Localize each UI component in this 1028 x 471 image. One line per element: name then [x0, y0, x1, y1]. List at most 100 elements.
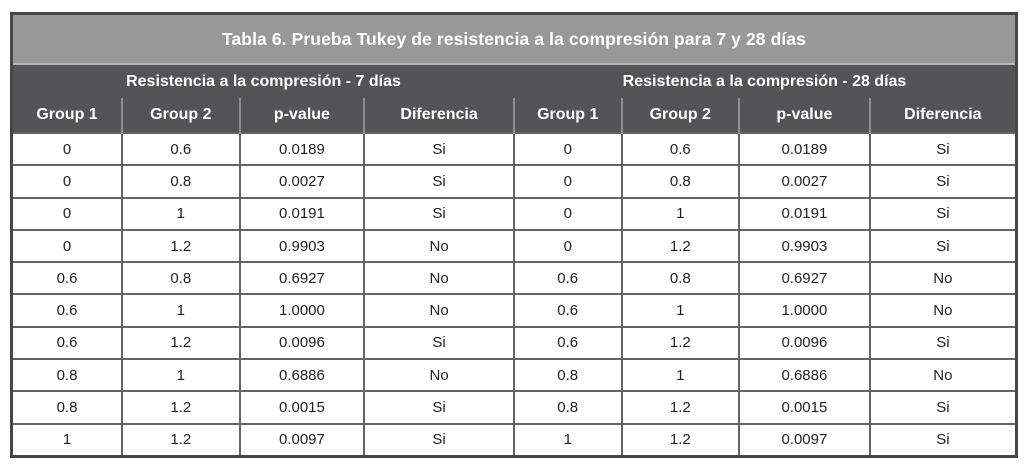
table-cell: 0.0027	[238, 164, 366, 199]
table-cell: 0	[512, 228, 623, 264]
table-cell: 1.2	[121, 422, 241, 458]
table-cell: 0.8	[10, 390, 124, 425]
table-row: 1 1.2 0.0097 Si 1 1.2 0.0097 Si	[10, 422, 1018, 458]
table-cell: 0.0189	[238, 131, 366, 167]
table-cell: 1	[121, 293, 241, 328]
table-cell: 1	[10, 422, 124, 458]
table-cell: 0	[512, 131, 623, 167]
table-cell: Si	[363, 422, 515, 458]
table-cell: 0.6927	[738, 261, 871, 296]
table-cell: Si	[363, 196, 515, 231]
table-cell: 0.8	[121, 261, 241, 296]
table-cell: 1.2	[620, 325, 741, 361]
table-row: 0.6 1.2 0.0096 Si 0.6 1.2 0.0096 Si	[10, 325, 1018, 361]
table-cell: 0.6	[10, 325, 124, 361]
table-cell: Si	[868, 164, 1018, 199]
table-cell: 0.6	[512, 325, 623, 361]
column-header-group2-28d: Group 2	[620, 98, 740, 133]
table-cell: 0	[10, 164, 124, 199]
table-cell: 0.0097	[238, 422, 366, 458]
table-row: 0.6 1 1.0000 No 0.6 1 1.0000 No	[10, 293, 1018, 328]
table-row: 0.8 1 0.6886 No 0.8 1 0.6886 No	[10, 358, 1018, 393]
table-cell: Si	[868, 325, 1018, 361]
table-cell: 0.6886	[738, 358, 871, 393]
table-cell: 0.8	[620, 164, 741, 199]
table-cell: 1	[620, 196, 741, 231]
section-header-28-dias: Resistencia a la compresión - 28 días	[513, 64, 1017, 98]
column-header-diferencia-28d: Diferencia	[868, 98, 1017, 133]
table-row: 0 1.2 0.9903 No 0 1.2 0.9903 Si	[10, 228, 1018, 264]
table-cell: 1	[620, 358, 741, 393]
table-cell: 1	[121, 196, 241, 231]
table-cell: No	[363, 261, 515, 296]
column-header-diferencia-7d: Diferencia	[363, 98, 514, 133]
table-row: 0.6 0.8 0.6927 No 0.6 0.8 0.6927 No	[10, 261, 1018, 296]
table-cell: 1.2	[620, 228, 741, 264]
table-cell: 0.0027	[738, 164, 871, 199]
title-row: Tabla 6. Prueba Tukey de resistencia a l…	[11, 13, 1017, 65]
table-cell: 0	[10, 131, 124, 167]
table-body: 0 0.6 0.0189 Si 0 0.6 0.0189 Si 0 0.8 0.0027 Si 0 0.8…	[10, 131, 1018, 458]
table-cell: Si	[868, 390, 1018, 425]
table-cell: 0.0096	[738, 325, 871, 361]
table-cell: 0.6	[620, 131, 741, 167]
table-cell: 0.6	[512, 293, 623, 328]
column-header-group1-28d: Group 1	[512, 98, 622, 133]
table-cell: 0.6927	[238, 261, 366, 296]
table-cell: 0.0015	[238, 390, 366, 425]
table-cell: 1	[512, 422, 623, 458]
table-cell: 0	[10, 196, 124, 231]
table-cell: 1.2	[620, 390, 741, 425]
table-cell: 0.6	[10, 293, 124, 328]
table-cell: 0.0097	[738, 422, 871, 458]
table-cell: 1.2	[620, 422, 741, 458]
table-cell: 0.6	[512, 261, 623, 296]
table-cell: No	[363, 228, 515, 264]
table-cell: 0.6	[10, 261, 124, 296]
table-cell: 0.8	[121, 164, 241, 199]
section-header-row: Resistencia a la compresión - 7 días Res…	[11, 64, 1017, 98]
column-header-row: Group 1 Group 2 p-value Diferencia Group…	[11, 98, 1017, 133]
table-cell: No	[363, 293, 515, 328]
column-header-pvalue-7d: p-value	[238, 98, 365, 133]
table-cell: 1	[121, 358, 241, 393]
section-header-7-dias: Resistencia a la compresión - 7 días	[11, 64, 514, 98]
table-row: 0.8 1.2 0.0015 Si 0.8 1.2 0.0015 Si	[10, 390, 1018, 425]
table-header: Tabla 6. Prueba Tukey de resistencia a l…	[11, 13, 1017, 133]
table-cell: Si	[363, 390, 515, 425]
table-cell: 0	[512, 164, 623, 199]
table-cell: Si	[868, 422, 1018, 458]
column-header-group1-7d: Group 1	[11, 98, 123, 133]
table-cell: Si	[363, 325, 515, 361]
table-cell: 0.8	[512, 390, 623, 425]
table-cell: 1	[620, 293, 741, 328]
table-title: Tabla 6. Prueba Tukey de resistencia a l…	[11, 13, 1017, 65]
table-cell: 0	[512, 196, 623, 231]
table-cell: 0.0191	[238, 196, 366, 231]
table-cell: 1.2	[121, 390, 241, 425]
column-header-group2-7d: Group 2	[121, 98, 240, 133]
table-cell: 0.0096	[238, 325, 366, 361]
table-cell: 0.6886	[238, 358, 366, 393]
table-row: 0 1 0.0191 Si 0 1 0.0191 Si	[10, 196, 1018, 231]
table-cell: 0	[10, 228, 124, 264]
table-cell: 0.0015	[738, 390, 871, 425]
table-cell: 0.8	[620, 261, 741, 296]
table-cell: Si	[868, 196, 1018, 231]
table-cell: 1.0000	[238, 293, 366, 328]
table-cell: 0.6	[121, 131, 241, 167]
table-cell: 1.0000	[738, 293, 871, 328]
table-cell: Si	[868, 228, 1018, 264]
table-cell: Si	[363, 131, 515, 167]
table-cell: 1.2	[121, 325, 241, 361]
table-cell: 0.9903	[238, 228, 366, 264]
table-cell: 0.8	[10, 358, 124, 393]
table-cell: No	[868, 261, 1018, 296]
table-row: 0 0.6 0.0189 Si 0 0.6 0.0189 Si	[10, 131, 1018, 167]
table-cell: No	[868, 293, 1018, 328]
table-cell: 0.8	[512, 358, 623, 393]
table-cell: 1.2	[121, 228, 241, 264]
table-cell: 0.0189	[738, 131, 871, 167]
table-cell: Si	[868, 131, 1018, 167]
